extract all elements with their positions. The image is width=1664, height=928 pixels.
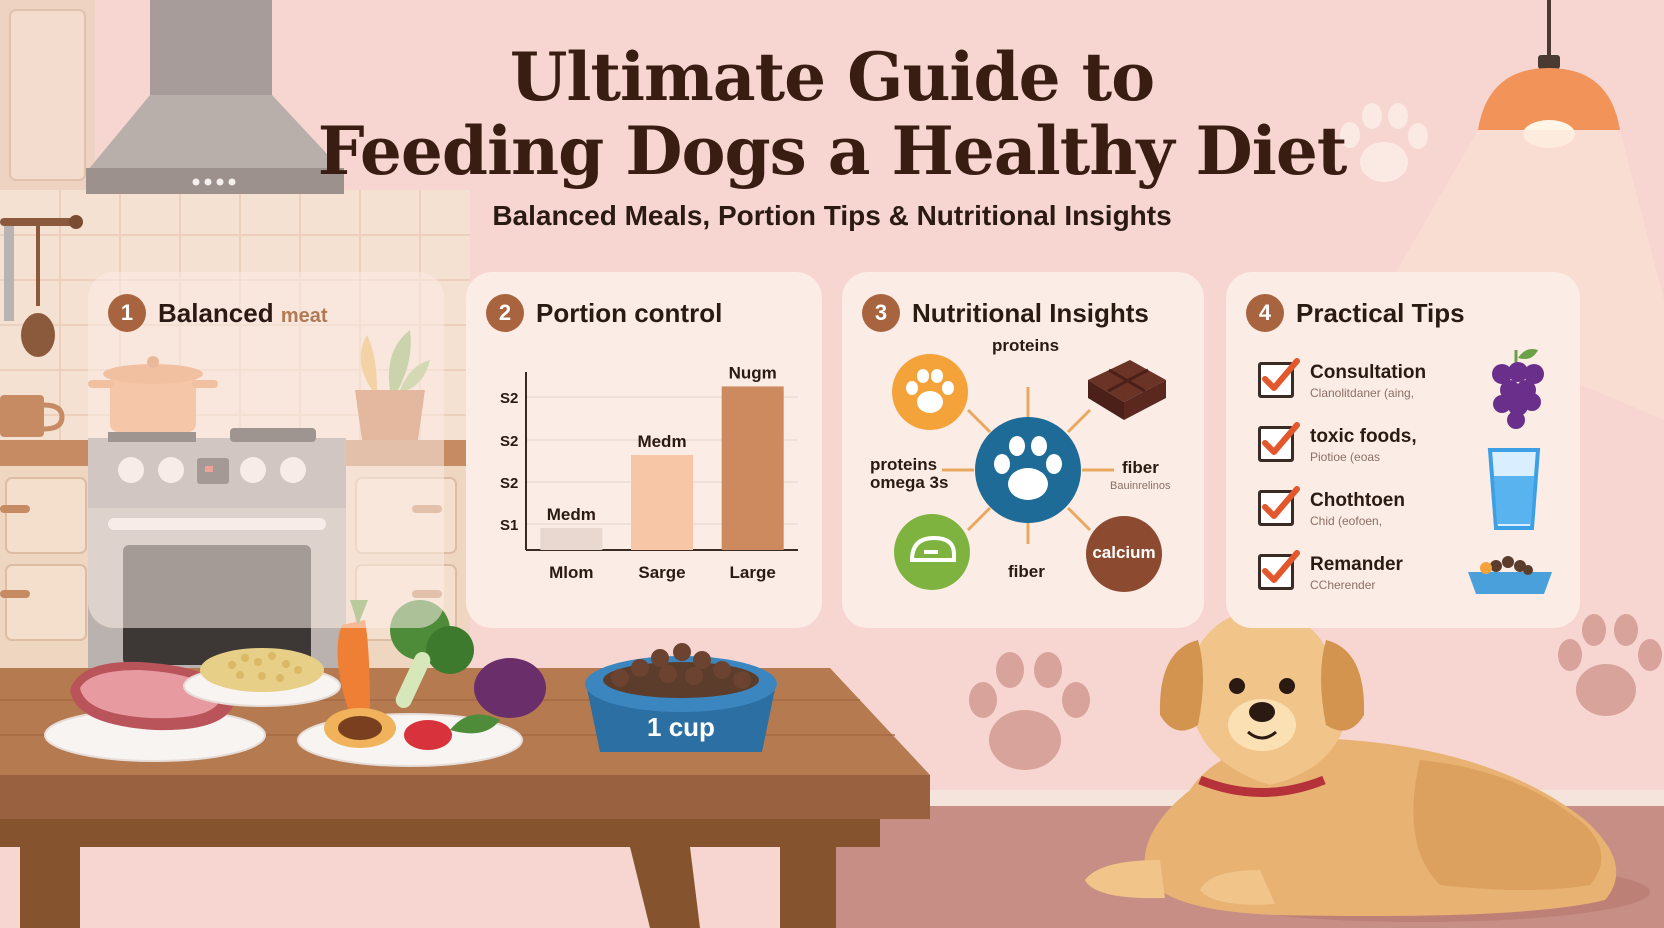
page-title-line-1: Ultimate Guide to xyxy=(509,38,1155,116)
tip-title: Chothtoen xyxy=(1310,490,1405,511)
checkbox-checked-icon xyxy=(1258,486,1300,526)
card-title-faint: meat xyxy=(280,304,328,327)
card-practical-tips: 4 Practical Tips Consultation Clanolitda… xyxy=(1226,272,1580,628)
tip-title: Remander xyxy=(1310,554,1403,575)
tip-subtitle: Piotioe (eoas xyxy=(1310,450,1381,464)
card-title: Nutritional Insights xyxy=(912,297,1149,328)
portion-bar-chart: S2 S2 S2 S1 Medm Mlom Medm Sarge Nugm Large xyxy=(500,363,798,582)
tip-title: toxic foods, xyxy=(1310,426,1417,447)
checkbox-checked-icon xyxy=(1258,550,1300,590)
bar xyxy=(721,386,784,550)
tip-item: toxic foods, Piotioe (eoas xyxy=(1258,422,1417,464)
tip-subtitle: Clanolitdaner (aing, xyxy=(1310,386,1415,400)
bar xyxy=(631,454,693,550)
paw-icon xyxy=(975,417,1081,523)
card-title: Balanced meat xyxy=(158,298,328,329)
tip-item: Consultation Clanolitdaner (aing, xyxy=(1258,358,1427,400)
card-number: 3 xyxy=(862,294,900,332)
x-tick-label: Sarge xyxy=(638,563,685,582)
card-portion-control: 2 Portion control S2 S2 S2 S1 Medm Mlom Medm Sa… xyxy=(466,272,822,628)
y-tick-label: S2 xyxy=(500,390,518,407)
nutrient-label-right-sub: Bauinrelinos xyxy=(1110,480,1171,492)
y-tick-label: S2 xyxy=(500,433,518,450)
card-number: 4 xyxy=(1246,294,1284,332)
kibble-bowl xyxy=(585,643,777,752)
nutrient-label-right: fiber xyxy=(1122,458,1159,477)
bar-label: Medm xyxy=(547,505,596,524)
checkbox-checked-icon xyxy=(1258,358,1300,398)
tip-title: Consultation xyxy=(1310,362,1427,383)
bar-label: Nugm xyxy=(729,363,777,382)
card-number: 1 xyxy=(108,294,146,332)
card-balanced-meat: 1 Balanced meat xyxy=(88,272,444,628)
nutrient-label-left-line2: omega 3s xyxy=(870,473,949,492)
chocolate-icon xyxy=(1088,360,1166,420)
tip-subtitle: CCherender xyxy=(1310,578,1376,592)
page-title-line-2: Feeding Dogs a Healthy Diet xyxy=(317,112,1348,190)
grapes-icon xyxy=(1492,349,1544,429)
card-title: Portion control xyxy=(536,297,723,328)
y-tick-label: S1 xyxy=(500,517,518,534)
range-hood xyxy=(86,0,344,194)
x-tick-label: Large xyxy=(730,563,776,582)
tip-subtitle: Chid (eofoen, xyxy=(1310,514,1383,528)
card-title-main: Balanced xyxy=(158,297,274,328)
calcium-label: calcium xyxy=(1092,543,1156,562)
paw-print-floor-decoration xyxy=(969,614,1662,770)
nutrient-label-bottom: fiber xyxy=(1008,562,1045,581)
grain-plate xyxy=(183,648,341,707)
card-number: 2 xyxy=(486,294,524,332)
bar-label: Medm xyxy=(637,432,686,451)
card-nutritional-insights: 3 Nutritional Insights xyxy=(842,272,1204,628)
x-tick-label: Mlom xyxy=(549,563,593,582)
water-glass-icon xyxy=(1487,448,1541,530)
nutrient-label-left: proteins omega 3s xyxy=(870,456,948,492)
paw-orange-icon xyxy=(892,354,968,430)
tip-item: Remander CCherender xyxy=(1258,550,1403,592)
bowl-portion-label: 1 cup xyxy=(647,712,715,742)
nutrient-label-left-line1: proteins xyxy=(870,455,938,474)
fiber-green-icon xyxy=(894,514,970,590)
calcium-icon xyxy=(1086,516,1162,592)
food-bowl-icon xyxy=(1468,556,1552,594)
bar xyxy=(540,527,603,550)
checkbox-checked-icon xyxy=(1258,422,1300,462)
card-title: Practical Tips xyxy=(1296,297,1465,328)
tip-item: Chothtoen Chid (eofoen, xyxy=(1258,486,1405,528)
dog-illustration xyxy=(1085,610,1650,922)
nutrient-label-top: proteins xyxy=(992,336,1060,355)
paw-print-wall-decoration xyxy=(1340,103,1428,182)
nutrient-diagram xyxy=(892,354,1166,592)
y-tick-label: S2 xyxy=(500,475,518,492)
page-subtitle: Balanced Meals, Portion Tips & Nutrition… xyxy=(492,200,1172,231)
